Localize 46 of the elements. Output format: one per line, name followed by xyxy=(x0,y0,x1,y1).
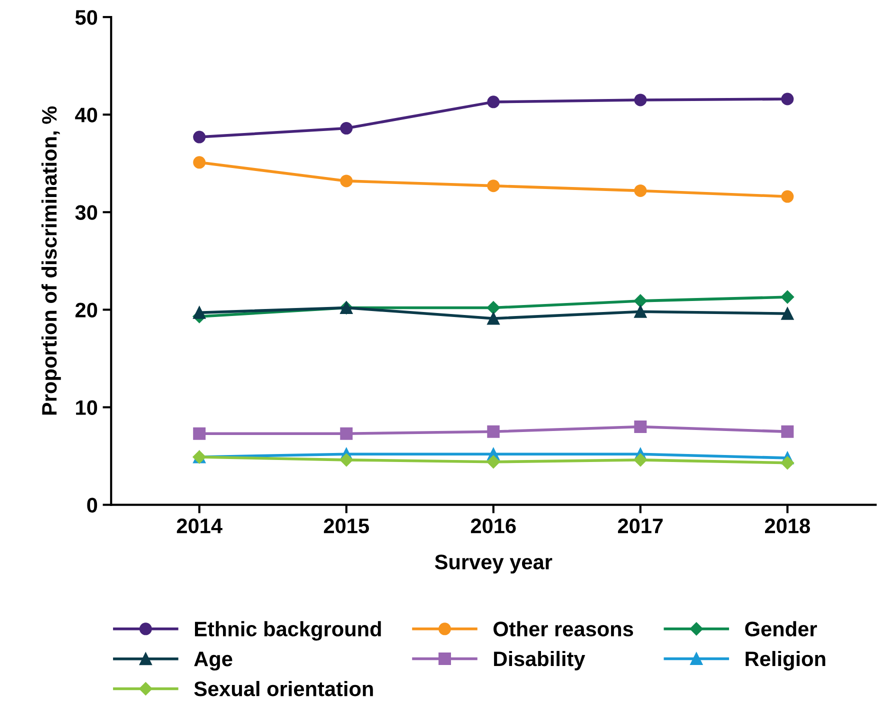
point xyxy=(487,425,500,438)
point xyxy=(781,190,794,203)
point xyxy=(487,180,500,192)
point xyxy=(780,456,794,470)
point xyxy=(487,312,500,325)
x-tick-label: 2018 xyxy=(765,518,810,534)
x-tick-label: 2015 xyxy=(324,518,369,534)
y-axis-title: Proportion of discrimination, % xyxy=(41,106,61,415)
y-tick-label: 30 xyxy=(75,205,98,220)
point xyxy=(193,156,206,169)
point xyxy=(634,453,648,467)
legend-label: Other reasons xyxy=(494,621,634,636)
x-tick-label: 2014 xyxy=(176,518,222,534)
legend-label: Age xyxy=(194,652,232,671)
y-tick-label: 10 xyxy=(76,400,98,416)
legend-label: Religion xyxy=(746,650,826,670)
point xyxy=(634,184,647,197)
y-tick-label: 20 xyxy=(75,302,98,318)
point xyxy=(634,420,647,434)
x-axis-title: Survey year xyxy=(434,554,552,574)
point xyxy=(781,92,794,106)
point xyxy=(781,425,794,438)
point xyxy=(193,306,206,319)
x-tick-label: 2017 xyxy=(618,518,663,534)
point xyxy=(340,174,353,188)
point xyxy=(634,294,648,308)
x-tick-label: 2016 xyxy=(470,518,516,534)
point xyxy=(193,427,206,440)
y-tick-label: 40 xyxy=(75,108,98,122)
point xyxy=(634,94,647,106)
point xyxy=(340,122,353,135)
point xyxy=(634,305,647,318)
point xyxy=(486,455,500,468)
point xyxy=(193,130,206,144)
point xyxy=(340,427,353,440)
legend-label: Gender xyxy=(745,621,817,636)
point xyxy=(487,96,500,108)
point xyxy=(780,290,794,304)
point xyxy=(486,301,500,314)
point xyxy=(781,307,794,320)
legend-label: Ethnic background xyxy=(194,621,381,641)
legend-label: Disability xyxy=(494,650,586,670)
point xyxy=(340,453,353,467)
y-tick-label: 50 xyxy=(75,10,98,25)
legend-label: Sexual orientation xyxy=(194,680,373,696)
y-tick-label: 0 xyxy=(87,498,98,513)
